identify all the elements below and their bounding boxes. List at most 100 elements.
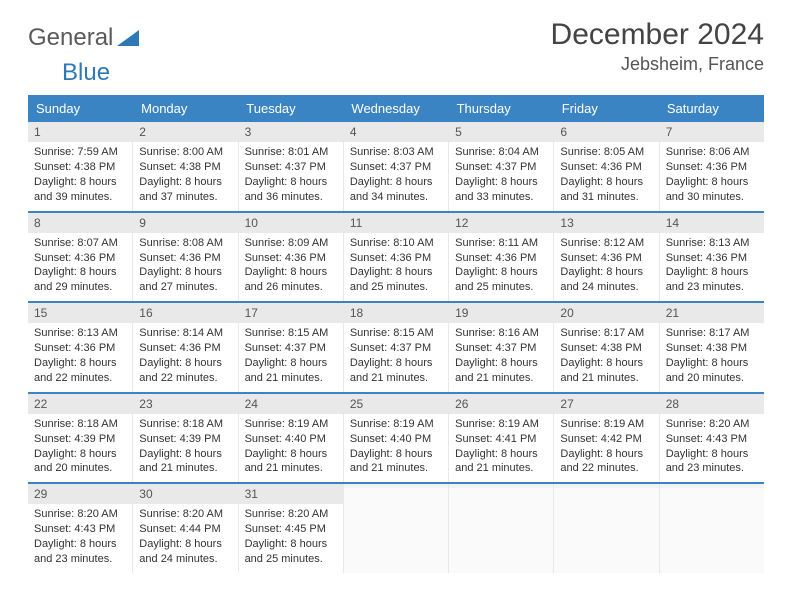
day-header: Saturday [659,95,764,122]
day-content: Sunrise: 8:05 AMSunset: 4:36 PMDaylight:… [554,142,658,210]
day-number [344,484,448,488]
day-content: Sunrise: 8:18 AMSunset: 4:39 PMDaylight:… [133,414,237,482]
sunset-text: Sunset: 4:37 PM [350,160,442,175]
day-cell: 27Sunrise: 8:19 AMSunset: 4:42 PMDayligh… [554,394,659,483]
day-cell: 10Sunrise: 8:09 AMSunset: 4:36 PMDayligh… [239,213,344,302]
day-number: 11 [344,213,448,233]
day-cell: 20Sunrise: 8:17 AMSunset: 4:38 PMDayligh… [554,303,659,392]
sunrise-text: Sunrise: 8:06 AM [666,145,758,160]
daylight-text-2: and 25 minutes. [350,280,442,295]
sunset-text: Sunset: 4:36 PM [245,251,337,266]
daylight-text-2: and 26 minutes. [245,280,337,295]
day-cell: 22Sunrise: 8:18 AMSunset: 4:39 PMDayligh… [28,394,133,483]
sunset-text: Sunset: 4:41 PM [455,432,547,447]
day-content: Sunrise: 8:19 AMSunset: 4:40 PMDaylight:… [344,414,448,482]
day-number: 12 [449,213,553,233]
day-cell: 4Sunrise: 8:03 AMSunset: 4:37 PMDaylight… [344,122,449,211]
sunset-text: Sunset: 4:44 PM [139,522,231,537]
sunrise-text: Sunrise: 8:16 AM [455,326,547,341]
daylight-text: Daylight: 8 hours [139,356,231,371]
day-number: 16 [133,303,237,323]
week-row: 15Sunrise: 8:13 AMSunset: 4:36 PMDayligh… [28,301,764,392]
sunset-text: Sunset: 4:39 PM [34,432,126,447]
day-header: Thursday [449,95,554,122]
day-cell: 5Sunrise: 8:04 AMSunset: 4:37 PMDaylight… [449,122,554,211]
sunset-text: Sunset: 4:36 PM [139,251,231,266]
daylight-text: Daylight: 8 hours [455,175,547,190]
sunset-text: Sunset: 4:36 PM [560,160,652,175]
day-number: 14 [660,213,764,233]
logo-triangle-icon [117,30,139,46]
day-content: Sunrise: 8:01 AMSunset: 4:37 PMDaylight:… [239,142,343,210]
sunrise-text: Sunrise: 8:10 AM [350,236,442,251]
weeks-container: 1Sunrise: 7:59 AMSunset: 4:38 PMDaylight… [28,122,764,573]
sunrise-text: Sunrise: 8:18 AM [139,417,231,432]
day-cell: 13Sunrise: 8:12 AMSunset: 4:36 PMDayligh… [554,213,659,302]
day-content: Sunrise: 8:03 AMSunset: 4:37 PMDaylight:… [344,142,448,210]
day-cell: 6Sunrise: 8:05 AMSunset: 4:36 PMDaylight… [554,122,659,211]
daylight-text: Daylight: 8 hours [34,537,126,552]
day-content: Sunrise: 8:06 AMSunset: 4:36 PMDaylight:… [660,142,764,210]
day-cell: 24Sunrise: 8:19 AMSunset: 4:40 PMDayligh… [239,394,344,483]
sunrise-text: Sunrise: 8:00 AM [139,145,231,160]
day-number [449,484,553,488]
brand-logo: General [28,18,139,52]
sunrise-text: Sunrise: 8:12 AM [560,236,652,251]
day-number: 22 [28,394,132,414]
sunset-text: Sunset: 4:37 PM [455,341,547,356]
day-number: 7 [660,122,764,142]
day-content: Sunrise: 8:20 AMSunset: 4:43 PMDaylight:… [660,414,764,482]
day-content: Sunrise: 8:20 AMSunset: 4:45 PMDaylight:… [239,504,343,572]
day-number [554,484,658,488]
sunset-text: Sunset: 4:36 PM [666,160,758,175]
day-number: 30 [133,484,237,504]
daylight-text: Daylight: 8 hours [34,447,126,462]
day-number: 27 [554,394,658,414]
day-cell [554,484,659,573]
daylight-text-2: and 36 minutes. [245,190,337,205]
sunset-text: Sunset: 4:36 PM [560,251,652,266]
day-cell [449,484,554,573]
daylight-text: Daylight: 8 hours [245,265,337,280]
day-number: 31 [239,484,343,504]
sunrise-text: Sunrise: 8:19 AM [245,417,337,432]
sunrise-text: Sunrise: 8:13 AM [666,236,758,251]
day-content: Sunrise: 8:20 AMSunset: 4:43 PMDaylight:… [28,504,132,572]
daylight-text-2: and 39 minutes. [34,190,126,205]
daylight-text: Daylight: 8 hours [455,447,547,462]
day-number: 2 [133,122,237,142]
daylight-text-2: and 25 minutes. [455,280,547,295]
sunset-text: Sunset: 4:36 PM [34,251,126,266]
day-number: 6 [554,122,658,142]
daylight-text-2: and 20 minutes. [34,461,126,476]
day-content: Sunrise: 8:04 AMSunset: 4:37 PMDaylight:… [449,142,553,210]
daylight-text-2: and 21 minutes. [245,371,337,386]
month-title: December 2024 [551,18,764,52]
sunset-text: Sunset: 4:38 PM [666,341,758,356]
day-number: 24 [239,394,343,414]
daylight-text-2: and 27 minutes. [139,280,231,295]
sunset-text: Sunset: 4:37 PM [455,160,547,175]
sunset-text: Sunset: 4:37 PM [350,341,442,356]
day-content: Sunrise: 8:20 AMSunset: 4:44 PMDaylight:… [133,504,237,572]
sunrise-text: Sunrise: 8:17 AM [666,326,758,341]
day-content: Sunrise: 8:17 AMSunset: 4:38 PMDaylight:… [660,323,764,391]
day-cell [660,484,764,573]
day-number: 9 [133,213,237,233]
daylight-text: Daylight: 8 hours [455,265,547,280]
day-number: 17 [239,303,343,323]
daylight-text: Daylight: 8 hours [455,356,547,371]
brand-part1: General [28,24,113,52]
day-content: Sunrise: 8:13 AMSunset: 4:36 PMDaylight:… [660,233,764,301]
day-content: Sunrise: 8:09 AMSunset: 4:36 PMDaylight:… [239,233,343,301]
day-number: 18 [344,303,448,323]
day-cell: 25Sunrise: 8:19 AMSunset: 4:40 PMDayligh… [344,394,449,483]
day-cell: 30Sunrise: 8:20 AMSunset: 4:44 PMDayligh… [133,484,238,573]
daylight-text-2: and 21 minutes. [560,371,652,386]
daylight-text: Daylight: 8 hours [666,265,758,280]
daylight-text: Daylight: 8 hours [245,447,337,462]
day-number: 4 [344,122,448,142]
daylight-text-2: and 37 minutes. [139,190,231,205]
daylight-text: Daylight: 8 hours [350,356,442,371]
daylight-text: Daylight: 8 hours [139,537,231,552]
